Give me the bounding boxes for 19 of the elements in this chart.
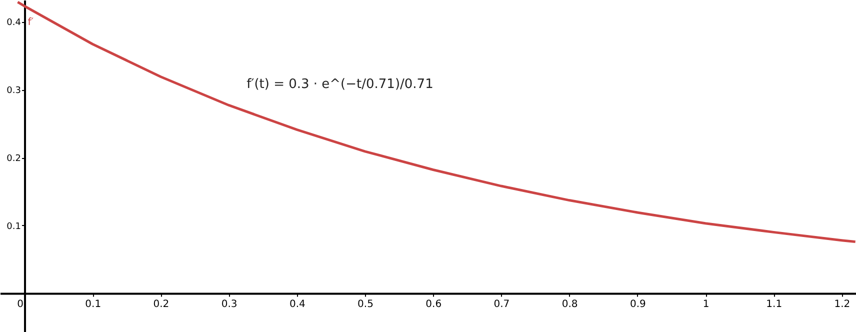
x-tick-label: 1.1: [766, 298, 782, 310]
y-tick-label: 0.3: [6, 86, 22, 96]
x-tick-label: 0.8: [562, 298, 578, 310]
x-tick-label: 0.3: [221, 298, 238, 310]
series-label: f′: [28, 17, 34, 28]
y-tick-label: 0.1: [6, 222, 22, 232]
x-tick-label: 0.9: [630, 298, 646, 310]
x-tick-label: 0.1: [85, 298, 102, 310]
x-tick-label: 0.2: [153, 298, 170, 310]
x-tick-label: 1: [702, 298, 710, 310]
y-tick-label: 0.4: [6, 18, 22, 28]
x-tick-label: 0.7: [494, 298, 510, 310]
x-tick-label: 0.5: [358, 298, 374, 310]
annotation: f′(t) = 0.3 · e^(−t/0.71)/0.71: [246, 77, 434, 92]
x-tick-label: 0: [17, 298, 24, 310]
y-tick-label: 0.2: [6, 154, 22, 164]
x-tick-label: 1.2: [834, 298, 850, 310]
x-tick-label: 0.6: [426, 298, 442, 310]
x-tick-label: 0.4: [289, 298, 306, 310]
